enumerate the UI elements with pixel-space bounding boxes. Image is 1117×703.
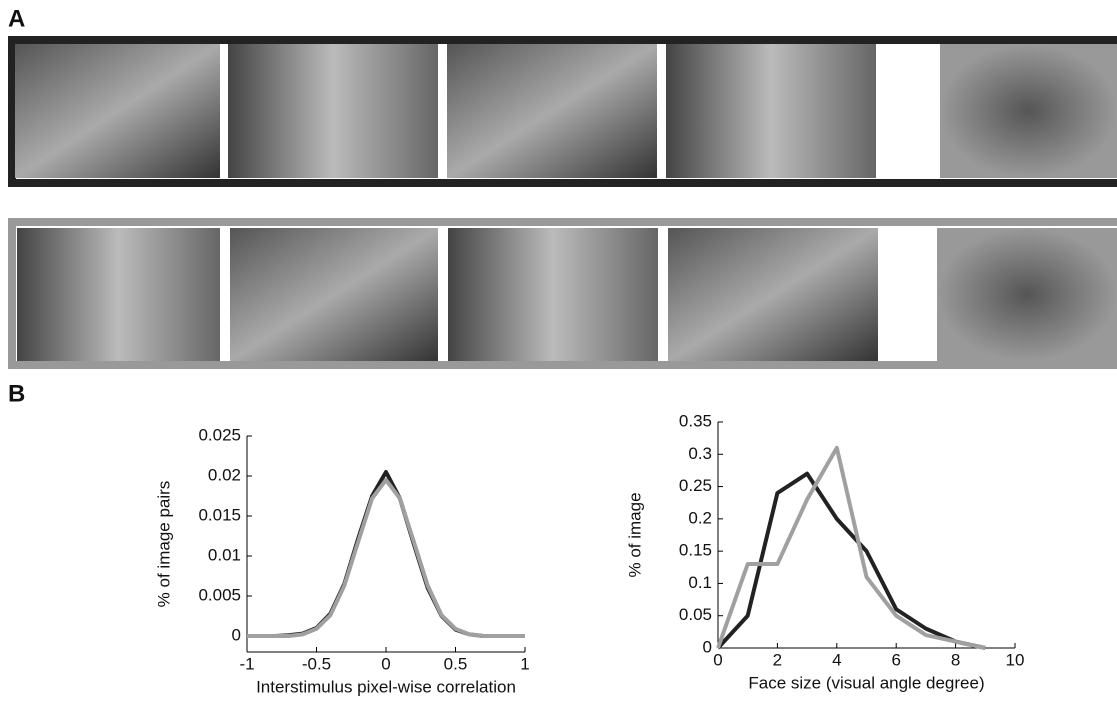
x-tick-label: -1: [239, 654, 254, 673]
x-tick-label: 4: [832, 650, 841, 669]
x-tick-label: 1: [520, 654, 529, 673]
y-tick-label: 0.1: [688, 573, 712, 592]
line-series: [247, 470, 525, 638]
face-strip: [8, 36, 1117, 187]
panel-label: A: [8, 5, 25, 32]
panel-label: B: [8, 380, 25, 407]
x-tick-label: 6: [891, 650, 900, 669]
x-tick-label: 2: [773, 650, 782, 669]
y-tick-label: 0.015: [198, 505, 241, 524]
y-tick-label: 0.01: [208, 545, 241, 564]
x-tick-label: 0: [713, 650, 722, 669]
y-tick-label: 0.25: [679, 476, 712, 495]
y-tick-label: 0.025: [198, 425, 241, 444]
x-axis-label: Face size (visual angle degree): [748, 673, 984, 692]
y-tick-label: 0.3: [688, 444, 712, 463]
y-tick-label: 0.02: [208, 465, 241, 484]
y-tick-label: 0.005: [198, 585, 241, 604]
x-tick-label: 8: [951, 650, 960, 669]
line-series: [716, 445, 986, 650]
y-tick-label: 0.35: [679, 411, 712, 430]
x-tick-label: -0.5: [302, 654, 331, 673]
y-tick-label: 0: [703, 637, 712, 656]
x-tick-label: 0.5: [444, 654, 468, 673]
animal-strip: [8, 218, 1117, 369]
y-tick-label: 0.05: [679, 605, 712, 624]
x-axis-label: Interstimulus pixel-wise correlation: [256, 677, 516, 696]
y-axis-label: % of image pairs: [154, 481, 173, 608]
y-tick-label: 0.15: [679, 541, 712, 560]
line-series: [247, 478, 525, 638]
x-tick-label: 0: [381, 654, 390, 673]
x-tick-label: 10: [1006, 650, 1025, 669]
y-tick-label: 0.2: [688, 508, 712, 527]
line-series: [716, 471, 986, 650]
y-axis-label: % of image: [625, 492, 644, 577]
y-tick-label: 0: [232, 625, 241, 644]
